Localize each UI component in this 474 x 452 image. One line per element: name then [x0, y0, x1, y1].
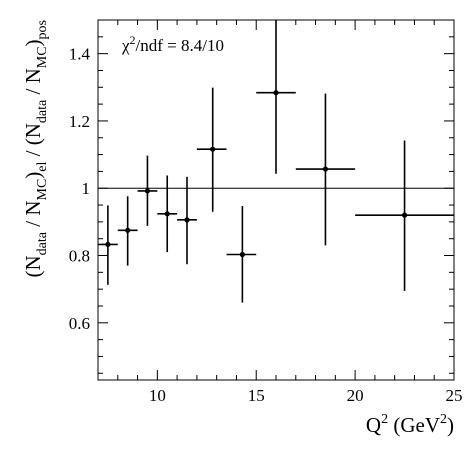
chi2-annotation: χ2/ndf = 8.4/10 — [121, 33, 224, 55]
y-tick-label: 0.6 — [69, 314, 90, 333]
y-tick-label: 1.4 — [69, 45, 91, 64]
data-point-group — [137, 155, 158, 226]
data-point — [105, 241, 111, 248]
data-point-group — [117, 196, 138, 266]
x-tick-label: 15 — [248, 386, 265, 405]
y-tick-label: 0.8 — [69, 247, 90, 266]
data-point — [210, 146, 216, 152]
data-point — [401, 212, 408, 218]
data-points-layer — [98, 20, 454, 303]
x-tick-label: 20 — [347, 386, 364, 405]
data-point-group — [98, 205, 118, 285]
data-point-group — [355, 140, 454, 291]
y-axis-title: (Ndata / NMC)el / (Ndata / NMC)pos — [21, 20, 50, 277]
data-point-group — [177, 176, 197, 265]
data-point-group — [295, 93, 356, 246]
data-point-group — [157, 175, 178, 253]
y-tick-label: 1 — [82, 179, 91, 198]
data-point — [239, 251, 245, 258]
data-point-group — [256, 20, 296, 174]
data-point-group — [226, 206, 257, 303]
data-point-group — [196, 87, 227, 212]
data-point — [164, 211, 170, 217]
x-tick-label: 25 — [446, 386, 463, 405]
x-tick-label: 10 — [149, 386, 166, 405]
data-point — [125, 227, 131, 233]
x-axis-title: Q2 (GeV2) — [366, 412, 454, 437]
axis-ticks-layer: 10 15 20 25 0.6 0.8 1 1.2 1.4 — [69, 19, 463, 405]
data-point — [184, 217, 190, 223]
data-point — [273, 90, 279, 96]
data-point — [144, 188, 151, 194]
data-point — [322, 166, 329, 172]
y-tick-label: 1.2 — [69, 112, 90, 131]
